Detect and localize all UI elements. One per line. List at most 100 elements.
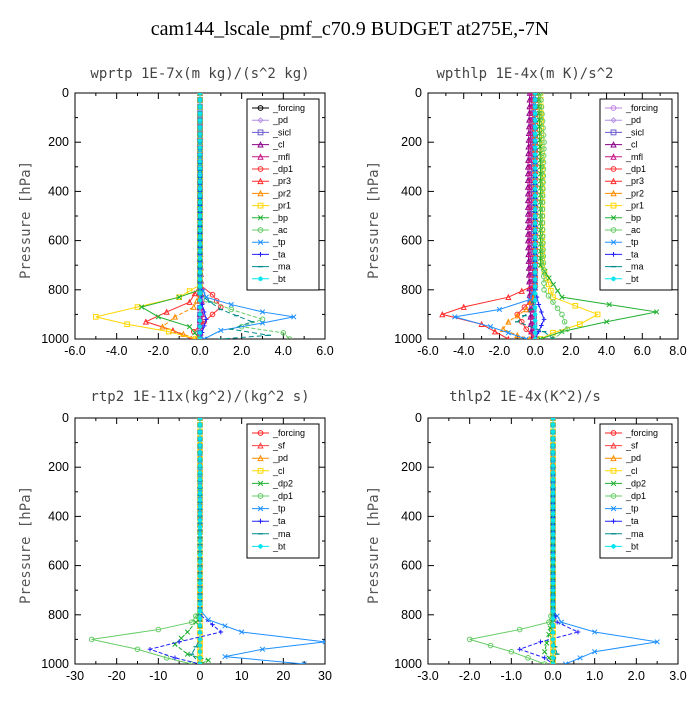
data-point	[193, 619, 199, 625]
data-point	[550, 594, 556, 600]
data-point	[163, 655, 170, 661]
data-point	[197, 594, 203, 600]
data-point	[197, 630, 203, 635]
data-point	[197, 418, 203, 421]
data-point	[518, 287, 525, 294]
data-point	[532, 324, 538, 329]
plot-area	[466, 418, 660, 664]
data-point	[540, 260, 547, 266]
chart-panel-wprtp: wprtp 1E-7x(m kg)/(s^2 kg) Pressure [hPa…	[18, 66, 334, 358]
y-tick-label: 400	[48, 184, 69, 198]
figure-title: cam144_lscale_pmf_c70.9 BUDGET at275E,-7…	[150, 18, 550, 40]
data-point	[514, 311, 521, 318]
panel-title: thlp2 1E-4x(K^2)/s	[449, 389, 601, 405]
data-point	[550, 504, 556, 510]
data-point	[532, 131, 538, 137]
data-point	[559, 328, 565, 335]
data-point	[259, 316, 266, 323]
data-point	[439, 310, 446, 318]
chart-panel-wpthlp: wpthlp 1E-4x(m K)/s^2 Pressure [hPa] -6.…	[366, 66, 687, 358]
data-point	[532, 138, 538, 144]
data-point	[532, 165, 538, 171]
data-point	[197, 573, 203, 579]
data-point	[610, 117, 617, 124]
data-point	[257, 505, 264, 512]
x-tick-label: -1.0	[501, 669, 523, 683]
data-point	[257, 189, 264, 197]
data-point	[526, 163, 533, 170]
x-tick-label: 20	[276, 669, 290, 683]
data-point	[172, 655, 178, 661]
data-point	[546, 631, 552, 638]
x-tick-label: -4.0	[106, 344, 128, 358]
data-point	[610, 215, 617, 221]
legend-label: _pd	[272, 115, 288, 125]
data-point	[526, 183, 533, 190]
y-axis-label: Pressure [hPa]	[366, 486, 382, 604]
x-tick-label: 2.0	[562, 344, 579, 358]
data-point	[165, 328, 172, 335]
data-point	[550, 490, 556, 496]
data-point	[257, 129, 264, 136]
data-point	[491, 328, 499, 335]
legend-label: _ac	[625, 225, 641, 235]
y-tick-label: 200	[401, 460, 422, 474]
data-point	[541, 317, 547, 322]
y-tick-label: 800	[401, 283, 422, 297]
data-point	[466, 636, 473, 643]
x-tick-label: 10	[235, 669, 249, 683]
x-tick-label: 4.0	[598, 344, 615, 358]
data-point	[259, 646, 266, 652]
data-point	[526, 176, 533, 184]
data-point	[539, 199, 546, 206]
data-point	[541, 287, 547, 293]
data-point	[523, 326, 530, 332]
data-point	[209, 291, 216, 298]
data-point	[610, 177, 617, 185]
data-point	[197, 318, 203, 323]
data-point	[540, 179, 546, 186]
data-point	[155, 314, 161, 320]
data-point	[540, 172, 547, 179]
data-point	[197, 484, 203, 489]
data-point	[197, 637, 203, 642]
data-point	[184, 651, 191, 657]
data-point	[516, 626, 523, 633]
y-tick-label: 200	[48, 460, 69, 474]
legend-label: _forcing	[272, 428, 305, 438]
series-line	[540, 93, 568, 339]
data-point	[228, 301, 234, 308]
legend-label: _forcing	[625, 103, 658, 113]
data-point	[540, 240, 546, 246]
data-point	[611, 544, 616, 549]
data-point	[257, 430, 264, 436]
data-point	[532, 220, 538, 226]
x-tick-label: -2.0	[489, 344, 511, 358]
data-point	[197, 643, 203, 648]
data-point	[654, 639, 660, 645]
y-tick-label: 600	[401, 559, 422, 573]
data-point	[197, 165, 203, 171]
data-point	[610, 493, 617, 499]
legend-label: _dp1	[272, 164, 293, 174]
data-point	[258, 544, 263, 549]
data-point	[197, 490, 203, 496]
x-tick-label: 30	[318, 669, 332, 683]
data-point	[606, 301, 612, 308]
x-tick-label: 3.0	[669, 669, 686, 683]
data-point	[550, 281, 557, 288]
data-point	[538, 639, 543, 645]
data-point	[197, 538, 203, 544]
data-point	[536, 302, 542, 307]
data-point	[527, 257, 534, 264]
data-point	[197, 97, 203, 103]
data-point	[257, 166, 264, 172]
data-point	[610, 166, 617, 172]
legend-label: _dp1	[625, 491, 646, 501]
legend-label: _ta	[625, 249, 639, 259]
data-point	[550, 336, 556, 339]
data-point	[222, 653, 228, 660]
data-point	[197, 477, 203, 482]
data-point	[561, 318, 568, 325]
legend-label: _mfl	[625, 152, 643, 162]
